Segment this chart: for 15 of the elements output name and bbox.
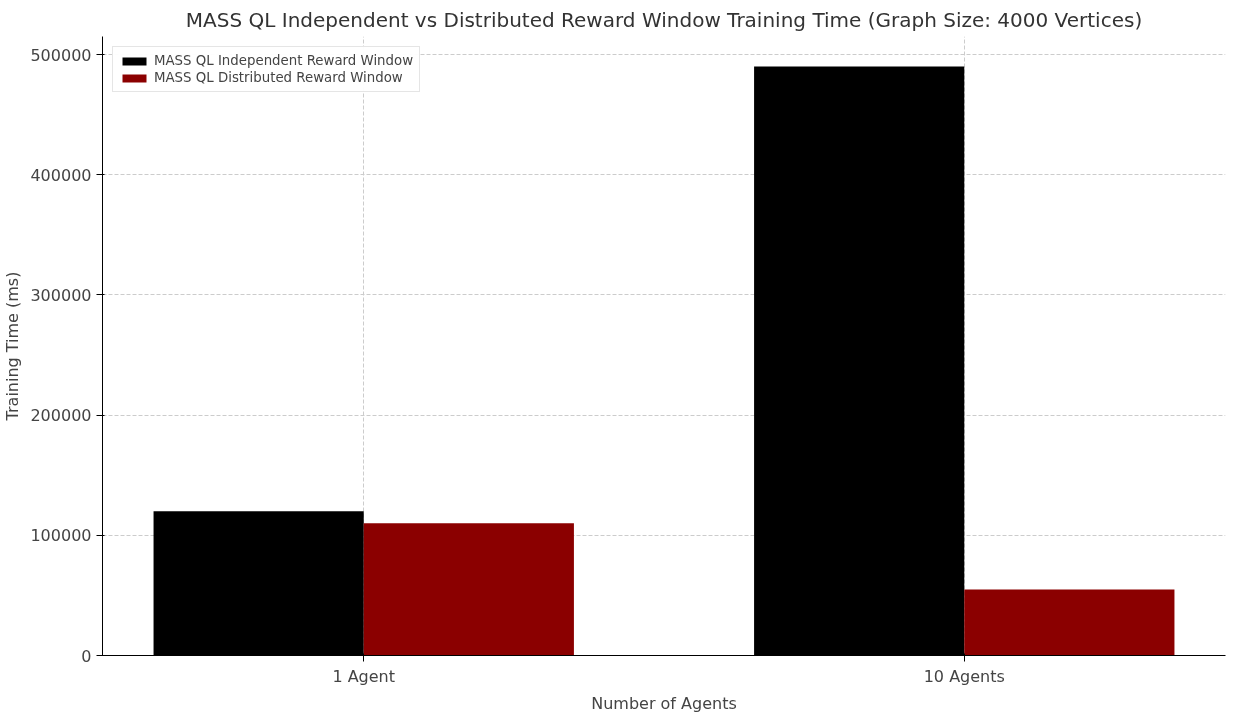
chart-title: MASS QL Independent vs Distributed Reward Window Training Time (Graph Size: 4000 Vertices) [185,7,1143,32]
x-axis-title: Number of Agents [591,693,737,713]
y-tick-label: 400000 [30,165,92,185]
y-tick-label: 300000 [30,285,92,305]
legend-label: MASS QL Distributed Reward Window [154,70,403,85]
legend-label: MASS QL Independent Reward Window [154,53,414,68]
bar [964,589,1175,656]
x-tick-label: 1 Agent [332,666,396,686]
x-tick-label: 10 Agents [923,666,1005,686]
y-axis-title: Training Time (ms) [3,271,23,422]
y-tick-label: 500000 [30,45,92,65]
y-tick-label: 100000 [30,526,92,546]
bar [363,523,574,656]
y-tick-label: 0 [81,646,92,666]
y-tick-label: 200000 [30,406,92,426]
